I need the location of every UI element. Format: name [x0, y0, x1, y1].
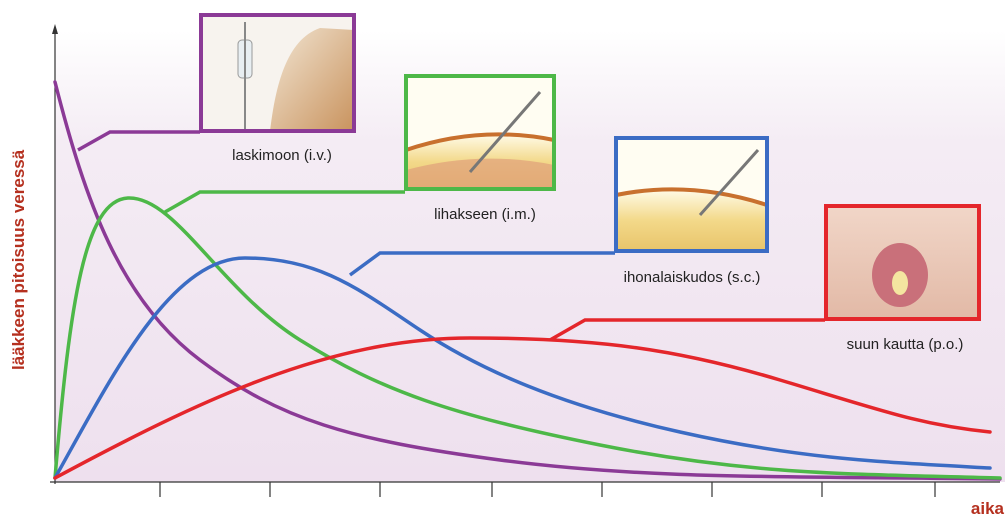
route-label: suun kautta (p.o.): [847, 336, 964, 353]
route-label: ihonalaiskudos (s.c.): [624, 269, 761, 286]
diagram: lääkkeen pitoisuus veressä aika: [0, 0, 1006, 520]
route-label: laskimoon (i.v.): [232, 147, 332, 164]
photo-im: [406, 76, 554, 189]
x-axis-title: aika: [971, 499, 1005, 518]
route-label: lihakseen (i.m.): [434, 206, 536, 223]
y-axis-title: lääkkeen pitoisuus veressä: [9, 149, 28, 370]
photo-sc: [616, 138, 767, 251]
photo-iv: [201, 15, 354, 131]
photo-po: [826, 206, 979, 319]
